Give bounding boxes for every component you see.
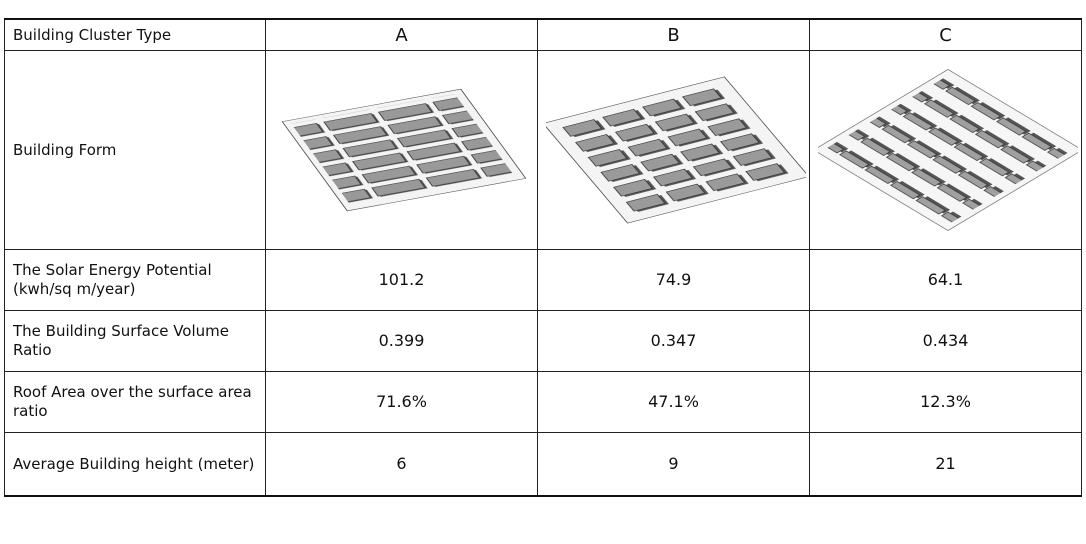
cell: 21 (809, 432, 1082, 497)
building-illustration (546, 76, 806, 224)
cell: 74.9 (537, 249, 810, 311)
header-cell: C (809, 18, 1082, 51)
row-label: Average Building height (meter) (4, 432, 266, 497)
cell: 6 (265, 432, 538, 497)
form-cell (809, 50, 1082, 250)
header-cell: A (265, 18, 538, 51)
data-row: Average Building height (meter) 6 9 21 (4, 432, 1082, 497)
data-row: The Building Surface Volume Ratio 0.399 … (4, 310, 1082, 372)
building-illustration (818, 68, 1078, 232)
building-blocks (823, 75, 1073, 225)
cell: 12.3% (809, 371, 1082, 433)
row-label: The Building Surface Volume Ratio (4, 310, 266, 372)
building-illustration (281, 88, 527, 212)
row-label: Roof Area over the surface area ratio (4, 371, 266, 433)
building-blocks (556, 85, 792, 216)
row-label: The Solar Energy Potential (kwh/sq m/yea… (4, 249, 266, 311)
cell: 64.1 (809, 249, 1082, 311)
form-cell (537, 50, 810, 250)
cell: 0.347 (537, 310, 810, 372)
comparison-table: Building Cluster Type A B C Building For… (4, 18, 1082, 497)
form-row: Building Form (4, 50, 1082, 250)
form-cell (265, 50, 538, 250)
cell: 101.2 (265, 249, 538, 311)
data-row: The Solar Energy Potential (kwh/sq m/yea… (4, 249, 1082, 311)
header-cell: B (537, 18, 810, 51)
cell: 47.1% (537, 371, 810, 433)
header-cell: Building Cluster Type (4, 18, 266, 51)
row-label: Building Form (4, 50, 266, 250)
cell: 9 (537, 432, 810, 497)
cell: 0.434 (809, 310, 1082, 372)
building-blocks (291, 93, 515, 206)
header-row: Building Cluster Type A B C (4, 18, 1082, 51)
data-row: Roof Area over the surface area ratio 71… (4, 371, 1082, 433)
cell: 0.399 (265, 310, 538, 372)
cell: 71.6% (265, 371, 538, 433)
